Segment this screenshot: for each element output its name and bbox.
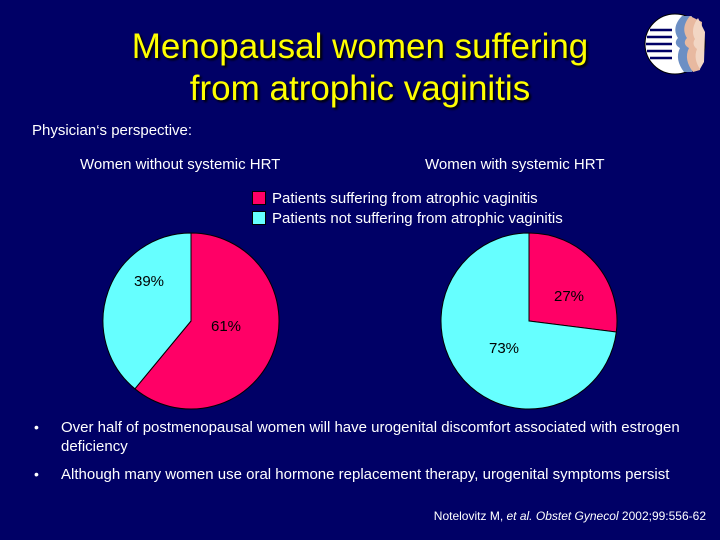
legend-swatch-not-suffering <box>252 211 266 225</box>
bullet-item: • Over half of postmenopausal women will… <box>34 418 694 456</box>
slide-title: Menopausal women suffering from atrophic… <box>40 26 680 110</box>
subtitle: Physician‘s perspective: <box>32 122 193 139</box>
legend-label-suffering: Patients suffering from atrophic vaginit… <box>272 189 538 207</box>
pie-data-label-without-hrt-suffering: 61% <box>211 318 241 335</box>
chart-legend: Patients suffering from atrophic vaginit… <box>252 188 563 228</box>
bullet-list: • Over half of postmenopausal women will… <box>34 418 694 493</box>
bullet-glyph: • <box>34 419 39 435</box>
pie-data-label-without-hrt-not-suffering: 39% <box>134 273 164 290</box>
legend-label-not-suffering: Patients not suffering from atrophic vag… <box>272 209 563 227</box>
citation-ref: 2002;99:556-62 <box>621 509 706 523</box>
citation-author: Notelovitz M, <box>433 509 504 523</box>
title-line-1: Menopausal women suffering <box>131 27 589 66</box>
pie-chart-with-hrt: 27% 73% <box>440 232 618 410</box>
bullet-text: Over half of postmenopausal women will h… <box>61 419 680 455</box>
legend-swatch-suffering <box>252 191 266 205</box>
legend-item-suffering: Patients suffering from atrophic vaginit… <box>252 188 563 208</box>
pie-data-label-with-hrt-suffering: 27% <box>554 288 584 305</box>
right-chart-title: Women with systemic HRT <box>425 156 605 173</box>
citation-etal: et al. <box>506 509 533 523</box>
profile-faces-logo-icon <box>644 13 706 75</box>
pie-data-label-with-hrt-not-suffering: 73% <box>489 340 519 357</box>
pie-slice-with-hrt-suffering <box>528 232 618 333</box>
bullet-item: • Although many women use oral hormone r… <box>34 465 694 484</box>
legend-item-not-suffering: Patients not suffering from atrophic vag… <box>252 208 563 228</box>
pie-slice-without-hrt-suffering <box>134 232 280 410</box>
left-chart-title: Women without systemic HRT <box>80 156 281 173</box>
pie-slice-with-hrt-not-suffering <box>440 232 617 410</box>
citation-journal: Obstet Gynecol <box>535 509 619 523</box>
bullet-text: Although many women use oral hormone rep… <box>61 466 670 483</box>
pie-chart-without-hrt: 61% 39% <box>102 232 280 410</box>
pie-slice-without-hrt-not-suffering <box>102 232 192 390</box>
citation: Notelovitz M, et al. Obstet Gynecol 2002… <box>434 509 706 523</box>
bullet-glyph: • <box>34 466 39 482</box>
title-line-2: from atrophic vaginitis <box>189 69 531 108</box>
